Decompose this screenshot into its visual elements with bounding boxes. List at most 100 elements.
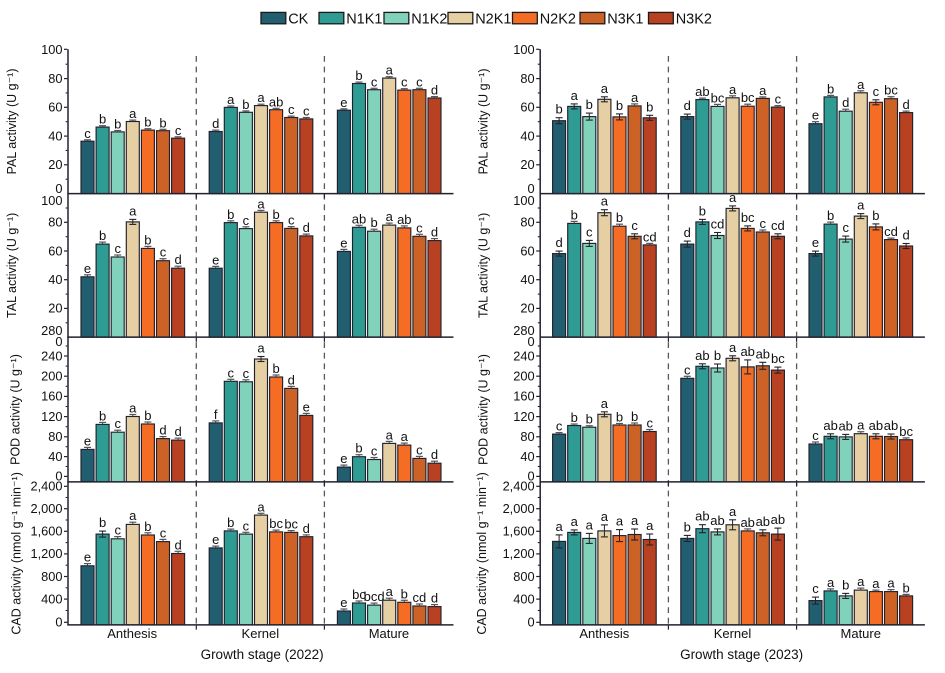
svg-text:a: a: [257, 90, 265, 105]
svg-text:e: e: [340, 451, 347, 466]
svg-text:100: 100: [513, 42, 534, 57]
svg-text:c: c: [684, 362, 691, 377]
svg-text:e: e: [812, 108, 819, 123]
svg-text:d: d: [174, 252, 181, 267]
svg-text:c: c: [631, 218, 638, 233]
svg-text:N3K1: N3K1: [607, 11, 643, 27]
svg-text:d: d: [431, 591, 438, 606]
svg-text:a: a: [401, 429, 409, 444]
svg-text:c: c: [416, 74, 423, 89]
svg-text:d: d: [159, 423, 166, 438]
svg-text:Anthesis: Anthesis: [107, 626, 157, 641]
svg-text:280: 280: [513, 323, 534, 338]
svg-text:b: b: [842, 577, 849, 592]
svg-text:c: c: [228, 365, 235, 380]
svg-text:c: c: [243, 366, 250, 381]
svg-text:a: a: [729, 82, 737, 97]
svg-text:bc: bc: [352, 587, 366, 602]
svg-text:a: a: [227, 92, 235, 107]
svg-text:N2K2: N2K2: [540, 11, 576, 27]
svg-text:c: c: [760, 216, 767, 231]
svg-text:b: b: [401, 586, 408, 601]
svg-text:c: c: [288, 213, 295, 228]
svg-text:d: d: [288, 372, 295, 387]
svg-text:160: 160: [41, 389, 62, 404]
svg-text:c: c: [160, 245, 167, 260]
svg-text:b: b: [571, 410, 578, 425]
svg-text:d: d: [303, 521, 310, 536]
svg-text:b: b: [99, 228, 106, 243]
svg-text:b: b: [872, 208, 879, 223]
svg-text:Anthesis: Anthesis: [579, 626, 629, 641]
svg-text:c: c: [175, 123, 182, 138]
svg-text:b: b: [631, 409, 638, 424]
svg-text:ab: ab: [740, 515, 754, 530]
svg-text:80: 80: [520, 429, 534, 444]
svg-text:N1K2: N1K2: [411, 11, 447, 27]
svg-text:0: 0: [55, 615, 62, 630]
svg-text:b: b: [242, 97, 249, 112]
svg-text:160: 160: [513, 389, 534, 404]
svg-text:b: b: [902, 580, 909, 595]
svg-text:b: b: [827, 81, 834, 96]
svg-text:60: 60: [48, 100, 62, 115]
svg-text:d: d: [555, 235, 562, 250]
svg-text:ab: ab: [397, 212, 411, 227]
svg-text:40: 40: [48, 128, 62, 143]
svg-text:b: b: [684, 519, 691, 534]
svg-text:40: 40: [48, 449, 62, 464]
svg-text:b: b: [144, 115, 151, 130]
svg-text:400: 400: [41, 591, 62, 606]
svg-text:a: a: [857, 198, 865, 213]
svg-text:b: b: [355, 68, 362, 83]
svg-text:N2K1: N2K1: [475, 11, 511, 27]
svg-text:c: c: [114, 416, 121, 431]
svg-text:c: c: [842, 220, 849, 235]
svg-text:a: a: [586, 517, 594, 532]
svg-text:40: 40: [520, 128, 534, 143]
svg-text:c: c: [303, 104, 310, 119]
svg-text:e: e: [212, 532, 219, 547]
svg-text:e: e: [212, 252, 219, 267]
svg-text:240: 240: [41, 348, 62, 363]
svg-text:ab: ab: [695, 84, 709, 99]
svg-text:c: c: [812, 581, 819, 596]
svg-text:bc: bc: [711, 90, 725, 105]
svg-text:a: a: [555, 519, 563, 534]
svg-text:c: c: [416, 442, 423, 457]
svg-text:Mature: Mature: [841, 626, 881, 641]
svg-text:b: b: [272, 207, 279, 222]
svg-text:a: a: [616, 514, 624, 529]
svg-text:40: 40: [520, 449, 534, 464]
svg-text:a: a: [386, 63, 394, 78]
svg-text:bc: bc: [899, 424, 913, 439]
svg-text:b: b: [616, 98, 623, 113]
svg-text:b: b: [370, 215, 377, 230]
svg-text:20: 20: [520, 301, 534, 316]
svg-text:a: a: [887, 576, 895, 591]
svg-text:c: c: [556, 419, 563, 434]
svg-text:a: a: [129, 106, 137, 121]
svg-text:a: a: [601, 396, 609, 411]
svg-text:ab: ab: [823, 418, 837, 433]
svg-text:0: 0: [55, 334, 62, 349]
svg-text:c: c: [243, 518, 250, 533]
svg-text:0: 0: [527, 469, 534, 484]
svg-text:b: b: [586, 97, 593, 112]
svg-text:ab: ab: [740, 344, 754, 359]
svg-text:b: b: [699, 203, 706, 218]
svg-text:0: 0: [55, 469, 62, 484]
svg-text:60: 60: [520, 100, 534, 115]
svg-text:ab: ab: [869, 418, 883, 433]
svg-text:a: a: [601, 509, 609, 524]
svg-text:80: 80: [520, 71, 534, 86]
svg-text:bc: bc: [269, 516, 283, 531]
svg-text:TAL activity (U g⁻¹): TAL activity (U g⁻¹): [5, 213, 19, 318]
svg-text:a: a: [571, 514, 579, 529]
svg-text:80: 80: [520, 215, 534, 230]
svg-text:c: c: [114, 241, 121, 256]
svg-text:d: d: [684, 225, 691, 240]
svg-text:ab: ab: [352, 211, 366, 226]
svg-text:80: 80: [48, 71, 62, 86]
svg-text:b: b: [99, 112, 106, 127]
